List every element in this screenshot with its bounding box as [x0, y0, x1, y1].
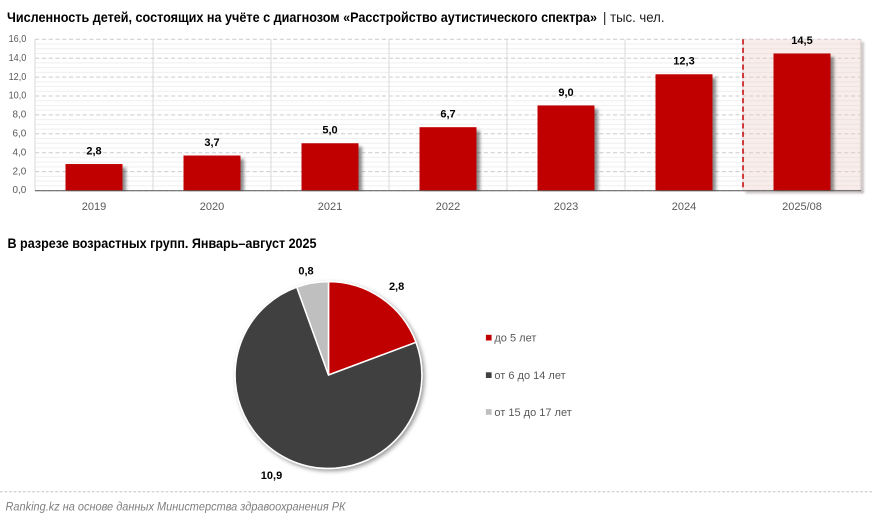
- svg-text:от 6 до 14 лет: от 6 до 14 лет: [494, 370, 565, 382]
- svg-text:12,0: 12,0: [9, 72, 27, 83]
- svg-text:9,0: 9,0: [558, 87, 573, 99]
- svg-text:2021: 2021: [318, 201, 342, 213]
- svg-text:2020: 2020: [200, 201, 224, 213]
- svg-text:В разрезе возрастных групп. Ян: В разрезе возрастных групп. Январь–авгус…: [8, 235, 317, 251]
- svg-text:2025/08: 2025/08: [782, 201, 822, 213]
- svg-text:16,0: 16,0: [9, 34, 27, 45]
- svg-text:2023: 2023: [554, 201, 578, 213]
- svg-text:до 5 лет: до 5 лет: [494, 333, 536, 345]
- svg-text:12,3: 12,3: [673, 56, 694, 68]
- svg-text:Ranking.kz на основе данных Ми: Ranking.kz на основе данных Министерства…: [6, 502, 347, 514]
- svg-text:3,7: 3,7: [204, 137, 219, 149]
- svg-text:2,0: 2,0: [13, 166, 27, 177]
- svg-text:Численность детей, состоящих н: Численность детей, состоящих на учёте с …: [7, 9, 597, 25]
- svg-text:6,0: 6,0: [13, 129, 27, 140]
- svg-text:14,5: 14,5: [791, 35, 812, 47]
- svg-text:6,7: 6,7: [440, 109, 455, 121]
- svg-text:0,0: 0,0: [13, 185, 27, 196]
- svg-text:5,0: 5,0: [322, 125, 337, 137]
- svg-text:2024: 2024: [672, 201, 696, 213]
- svg-text:8,0: 8,0: [13, 110, 27, 121]
- svg-text:2,8: 2,8: [389, 281, 404, 293]
- svg-text:2,8: 2,8: [86, 145, 101, 157]
- svg-text:4,0: 4,0: [13, 147, 27, 158]
- svg-text:0,8: 0,8: [298, 266, 313, 278]
- svg-text:14,0: 14,0: [9, 53, 27, 64]
- svg-text:2019: 2019: [82, 201, 106, 213]
- svg-text:2022: 2022: [436, 201, 460, 213]
- svg-text:10,0: 10,0: [9, 91, 27, 102]
- svg-text:| тыс. чел.: | тыс. чел.: [603, 10, 665, 25]
- svg-text:от 15 до 17 лет: от 15 до 17 лет: [494, 407, 571, 419]
- svg-text:10,9: 10,9: [261, 470, 282, 482]
